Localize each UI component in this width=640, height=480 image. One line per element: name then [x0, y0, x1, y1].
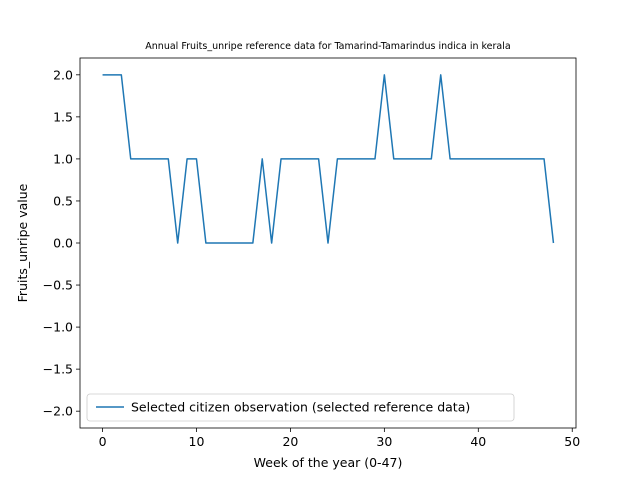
legend: Selected citizen observation (selected r… — [86, 393, 515, 422]
y-axis-label: Fruits_unripe value — [15, 183, 30, 302]
x-tick-label: 20 — [282, 434, 298, 449]
y-tick-label: 1.0 — [53, 151, 73, 166]
x-tick-label: 30 — [376, 434, 392, 449]
series-line-0 — [102, 74, 555, 244]
y-axis: −2.0 −1.5 −1.0 −0.5 0.0 0.5 1.0 1.5 2.0 — [43, 67, 80, 419]
y-tick-label: 1.5 — [53, 109, 73, 124]
legend-label: Selected citizen observation (selected r… — [131, 400, 470, 415]
y-tick-label: −0.5 — [43, 278, 73, 293]
x-tick-label: 10 — [189, 434, 205, 449]
x-tick-label: 0 — [99, 434, 107, 449]
x-tick-label: 40 — [470, 434, 486, 449]
x-axis-label: Week of the year (0-47) — [254, 455, 403, 470]
x-axis: 0 10 20 30 40 50 — [99, 428, 580, 449]
y-tick-label: −1.5 — [43, 362, 73, 377]
legend-box — [86, 393, 515, 422]
x-tick-label: 50 — [564, 434, 580, 449]
y-tick-label: 2.0 — [53, 67, 73, 82]
y-tick-label: 0.0 — [53, 236, 73, 251]
chart-title: Annual Fruits_unripe reference data for … — [145, 41, 510, 52]
y-tick-label: −1.0 — [43, 320, 73, 335]
y-tick-label: −2.0 — [43, 404, 73, 419]
plot-area — [102, 74, 555, 244]
y-tick-label: 0.5 — [53, 193, 73, 208]
